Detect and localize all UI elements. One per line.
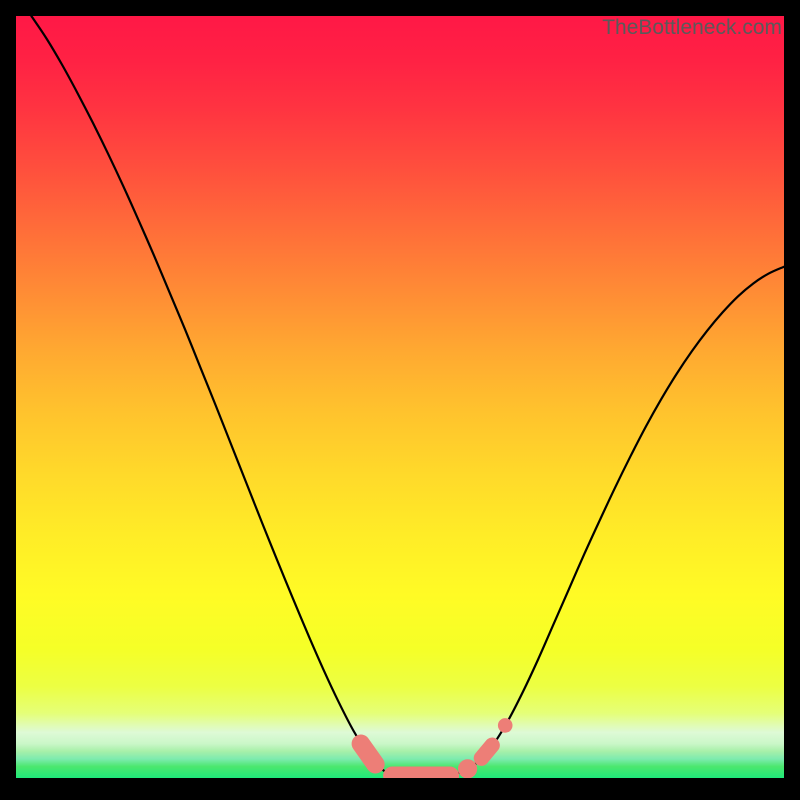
black-frame bbox=[0, 0, 800, 800]
chart-root: TheBottleneck.com bbox=[0, 0, 800, 800]
watermark-text: TheBottleneck.com bbox=[602, 16, 782, 40]
